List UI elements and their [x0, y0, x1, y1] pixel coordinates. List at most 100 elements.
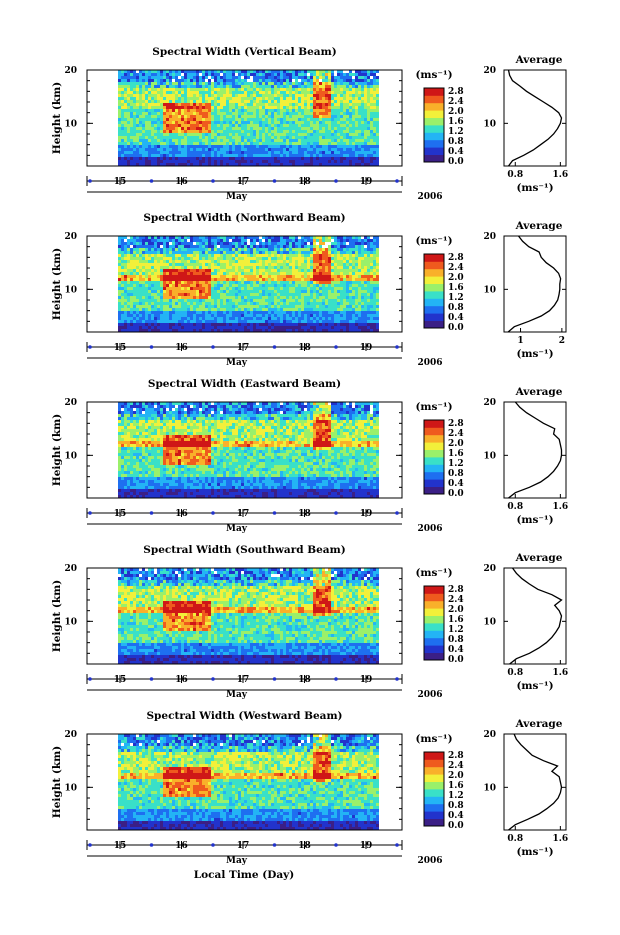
- heatmap-cell: [313, 127, 316, 130]
- heatmap-cell: [166, 94, 169, 97]
- heatmap-cell: [316, 88, 319, 91]
- heatmap-cell: [298, 326, 301, 329]
- heatmap-cell: [166, 281, 169, 284]
- heatmap-cell: [274, 109, 277, 112]
- heatmap-cell: [349, 124, 352, 127]
- heatmap-cell: [376, 85, 379, 88]
- heatmap-cell: [370, 151, 373, 154]
- heatmap-cell: [163, 85, 166, 88]
- heatmap-cell: [160, 266, 163, 269]
- heatmap-cell: [187, 308, 190, 311]
- heatmap-cell: [148, 311, 151, 314]
- heatmap-cell: [169, 302, 172, 305]
- heatmap-cell: [241, 254, 244, 257]
- heatmap-cell: [223, 103, 226, 106]
- heatmap-cell: [214, 88, 217, 91]
- heatmap-cell: [175, 133, 178, 136]
- heatmap-cell: [259, 251, 262, 254]
- heatmap-cell: [169, 100, 172, 103]
- heatmap-cell: [292, 278, 295, 281]
- heatmap-cell: [349, 82, 352, 85]
- heatmap-cell: [118, 103, 121, 106]
- heatmap-cell: [238, 266, 241, 269]
- heatmap-cell: [262, 311, 265, 314]
- heatmap-cell: [220, 311, 223, 314]
- heatmap-cell: [211, 148, 214, 151]
- heatmap-cell: [259, 242, 262, 245]
- heatmap-cell: [331, 88, 334, 91]
- heatmap-cell: [277, 109, 280, 112]
- heatmap-cell: [298, 157, 301, 160]
- heatmap-cell: [352, 133, 355, 136]
- heatmap-cell: [148, 296, 151, 299]
- heatmap-cell: [241, 94, 244, 97]
- heatmap-cell: [208, 154, 211, 157]
- heatmap-cell: [118, 85, 121, 88]
- heatmap-cell: [319, 82, 322, 85]
- heatmap-cell: [190, 97, 193, 100]
- heatmap-cell: [154, 112, 157, 115]
- heatmap-cell: [166, 263, 169, 266]
- heatmap-cell: [265, 91, 268, 94]
- heatmap-cell: [271, 76, 274, 79]
- heatmap-cell: [136, 269, 139, 272]
- heatmap-cell: [274, 257, 277, 260]
- heatmap-cell: [322, 76, 325, 79]
- heatmap-cell: [181, 121, 184, 124]
- heatmap-cell: [127, 88, 130, 91]
- heatmap-cell: [169, 326, 172, 329]
- heatmap-cell: [193, 151, 196, 154]
- heatmap-cell: [154, 73, 157, 76]
- heatmap-cell: [190, 103, 193, 106]
- heatmap-cell: [301, 94, 304, 97]
- heatmap-cell: [256, 281, 259, 284]
- heatmap-cell: [205, 245, 208, 248]
- heatmap-cell: [244, 118, 247, 121]
- heatmap-cell: [310, 260, 313, 263]
- heatmap-cell: [376, 76, 379, 79]
- heatmap-cell: [247, 272, 250, 275]
- heatmap-cell: [310, 76, 313, 79]
- heatmap-cell: [211, 91, 214, 94]
- heatmap-cell: [307, 142, 310, 145]
- heatmap-cell: [304, 299, 307, 302]
- heatmap-cell: [253, 311, 256, 314]
- heatmap-cell: [319, 296, 322, 299]
- heatmap-cell: [349, 133, 352, 136]
- heatmap-cell: [247, 121, 250, 124]
- heatmap-cell: [343, 160, 346, 163]
- heatmap-cell: [376, 88, 379, 91]
- heatmap-cell: [361, 148, 364, 151]
- heatmap-cell: [328, 94, 331, 97]
- heatmap-cell: [241, 275, 244, 278]
- heatmap-cell: [193, 239, 196, 242]
- heatmap-cell: [229, 88, 232, 91]
- heatmap-cell: [184, 257, 187, 260]
- heatmap-cell: [301, 296, 304, 299]
- heatmap-cell: [274, 85, 277, 88]
- heatmap-cell: [187, 106, 190, 109]
- heatmap-cell: [133, 148, 136, 151]
- heatmap-cell: [286, 320, 289, 323]
- heatmap-cell: [133, 278, 136, 281]
- heatmap-cell: [214, 112, 217, 115]
- heatmap-cell: [193, 112, 196, 115]
- heatmap-cell: [124, 266, 127, 269]
- heatmap-cell: [178, 139, 181, 142]
- heatmap-cell: [238, 317, 241, 320]
- heatmap-cell: [316, 290, 319, 293]
- heatmap-cell: [178, 299, 181, 302]
- heatmap-cell: [154, 284, 157, 287]
- heatmap-cell: [232, 154, 235, 157]
- heatmap-cell: [277, 139, 280, 142]
- heatmap-cell: [130, 296, 133, 299]
- heatmap-cell: [307, 100, 310, 103]
- heatmap-cell: [310, 85, 313, 88]
- heatmap-cell: [316, 248, 319, 251]
- heatmap-cell: [226, 281, 229, 284]
- heatmap-cell: [199, 275, 202, 278]
- heatmap-cell: [271, 311, 274, 314]
- heatmap-cell: [280, 248, 283, 251]
- heatmap-cell: [223, 118, 226, 121]
- heatmap-cell: [148, 251, 151, 254]
